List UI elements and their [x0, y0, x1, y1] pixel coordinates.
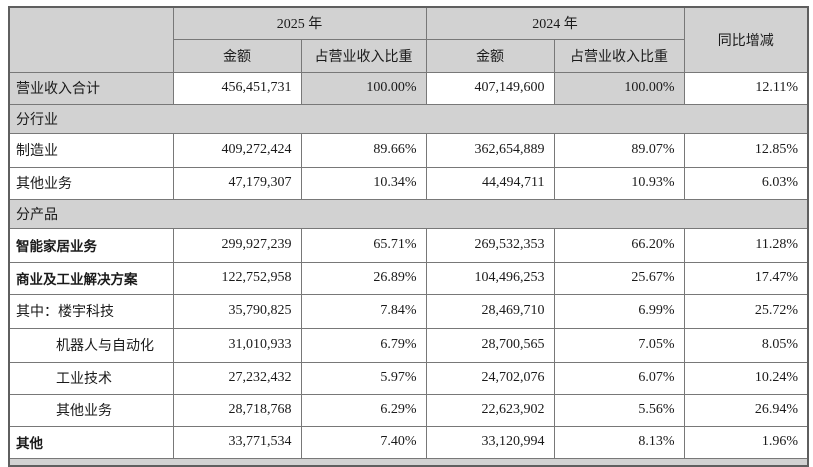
- cell-label: 其他业务: [8, 166, 174, 200]
- col-header-year-2025: 2025 年: [172, 6, 427, 40]
- corner-cell: [8, 6, 174, 73]
- cell-label: 商业及工业解决方案: [8, 261, 174, 295]
- cell-2025-amount: 299,927,239: [172, 227, 302, 263]
- cell-2024-amount: 24,702,076: [425, 361, 555, 395]
- cell-2024-ratio: 10.93%: [553, 166, 685, 200]
- cell-2024-ratio: 25.67%: [553, 261, 685, 295]
- cell-label: 其他业务: [8, 393, 174, 427]
- cell-yoy: 17.47%: [683, 261, 809, 295]
- row-partial-section: [8, 457, 809, 467]
- cell-label: 机器人与自动化: [8, 327, 174, 363]
- cell-label: 智能家居业务: [8, 227, 174, 263]
- row-section-by-product: 分产品: [8, 198, 809, 229]
- cell-2024-amount: 362,654,889: [425, 132, 555, 168]
- cell-2025-ratio: 100.00%: [300, 71, 427, 105]
- cell-label: 其中：楼宇科技: [8, 293, 174, 329]
- cell-yoy: 12.85%: [683, 132, 809, 168]
- cell-2025-ratio: 7.40%: [300, 425, 427, 459]
- row-other: 其他 33,771,534 7.40% 33,120,994 8.13% 1.9…: [8, 425, 809, 459]
- cell-2024-amount: 269,532,353: [425, 227, 555, 263]
- row-commercial-industrial-solutions: 商业及工业解决方案 122,752,958 26.89% 104,496,253…: [8, 261, 809, 295]
- cell-yoy: 26.94%: [683, 393, 809, 427]
- row-manufacturing: 制造业 409,272,424 89.66% 362,654,889 89.07…: [8, 132, 809, 168]
- cell-2024-amount: 28,469,710: [425, 293, 555, 329]
- col-header-year-2024: 2024 年: [425, 6, 685, 40]
- cell-yoy: 12.11%: [683, 71, 809, 105]
- cell-2025-amount: 409,272,424: [172, 132, 302, 168]
- col-header-yoy: 同比增减: [683, 6, 809, 73]
- col-header-2025-amount: 金额: [172, 38, 302, 73]
- cell-2025-ratio: 65.71%: [300, 227, 427, 263]
- cell-2024-ratio: 6.99%: [553, 293, 685, 329]
- cell-2024-amount: 104,496,253: [425, 261, 555, 295]
- cell-2024-amount: 407,149,600: [425, 71, 555, 105]
- cell-2025-ratio: 89.66%: [300, 132, 427, 168]
- cell-2025-ratio: 5.97%: [300, 361, 427, 395]
- cell-2024-ratio: 66.20%: [553, 227, 685, 263]
- cell-2025-amount: 35,790,825: [172, 293, 302, 329]
- cell-2025-amount: 122,752,958: [172, 261, 302, 295]
- header-row-measures: 金额 占营业收入比重 金额 占营业收入比重: [9, 38, 808, 73]
- header-row-years: 2025 年 2024 年 同比增减: [8, 6, 809, 73]
- cell-2024-amount: 33,120,994: [425, 425, 555, 459]
- row-building-technology: 其中：楼宇科技 35,790,825 7.84% 28,469,710 6.99…: [8, 293, 809, 329]
- col-header-2024-amount: 金额: [425, 38, 555, 73]
- cell-2024-amount: 28,700,565: [425, 327, 555, 363]
- cell-2024-ratio: 100.00%: [553, 71, 685, 105]
- cell-label: 营业收入合计: [8, 71, 174, 105]
- cell-2024-ratio: 6.07%: [553, 361, 685, 395]
- cell-yoy: 11.28%: [683, 227, 809, 263]
- cell-2024-amount: 22,623,902: [425, 393, 555, 427]
- row-total-revenue: 营业收入合计 456,451,731 100.00% 407,149,600 1…: [8, 71, 809, 105]
- cell-yoy: 8.05%: [683, 327, 809, 363]
- row-robotics-automation: 机器人与自动化 31,010,933 6.79% 28,700,565 7.05…: [8, 327, 809, 363]
- cell-label: 其他: [8, 425, 174, 459]
- revenue-breakdown-table: 2025 年 2024 年 同比增减 金额 占营业收入比重 金额 占营业收入比重…: [8, 6, 809, 467]
- cell-2024-ratio: 8.13%: [553, 425, 685, 459]
- cell-2025-amount: 456,451,731: [172, 71, 302, 105]
- section-label: 分行业: [8, 103, 809, 134]
- cell-2025-amount: 31,010,933: [172, 327, 302, 363]
- cell-2024-amount: 44,494,711: [425, 166, 555, 200]
- row-section-by-industry: 分行业: [8, 103, 809, 134]
- cell-2025-amount: 27,232,432: [172, 361, 302, 395]
- row-smart-home: 智能家居业务 299,927,239 65.71% 269,532,353 66…: [8, 227, 809, 263]
- cell-yoy: 1.96%: [683, 425, 809, 459]
- row-industrial-technology: 工业技术 27,232,432 5.97% 24,702,076 6.07% 1…: [8, 361, 809, 395]
- section-label: 分产品: [8, 198, 809, 229]
- cell-yoy: 25.72%: [683, 293, 809, 329]
- cell-2024-ratio: 89.07%: [553, 132, 685, 168]
- row-other-business-industry: 其他业务 47,179,307 10.34% 44,494,711 10.93%…: [8, 166, 809, 200]
- cell-2025-ratio: 10.34%: [300, 166, 427, 200]
- cell-yoy: 6.03%: [683, 166, 809, 200]
- cell-2025-amount: 28,718,768: [172, 393, 302, 427]
- row-other-business-product: 其他业务 28,718,768 6.29% 22,623,902 5.56% 2…: [8, 393, 809, 427]
- cell-2025-ratio: 6.79%: [300, 327, 427, 363]
- cell-2025-ratio: 7.84%: [300, 293, 427, 329]
- cell-label: 工业技术: [8, 361, 174, 395]
- col-header-2024-ratio: 占营业收入比重: [553, 38, 685, 73]
- cell-2025-amount: 47,179,307: [172, 166, 302, 200]
- col-header-2025-ratio: 占营业收入比重: [300, 38, 427, 73]
- partial-section-cell: [8, 457, 809, 467]
- cell-2025-ratio: 26.89%: [300, 261, 427, 295]
- cell-label: 制造业: [8, 132, 174, 168]
- cell-2024-ratio: 7.05%: [553, 327, 685, 363]
- cell-2025-ratio: 6.29%: [300, 393, 427, 427]
- cell-yoy: 10.24%: [683, 361, 809, 395]
- cell-2025-amount: 33,771,534: [172, 425, 302, 459]
- cell-2024-ratio: 5.56%: [553, 393, 685, 427]
